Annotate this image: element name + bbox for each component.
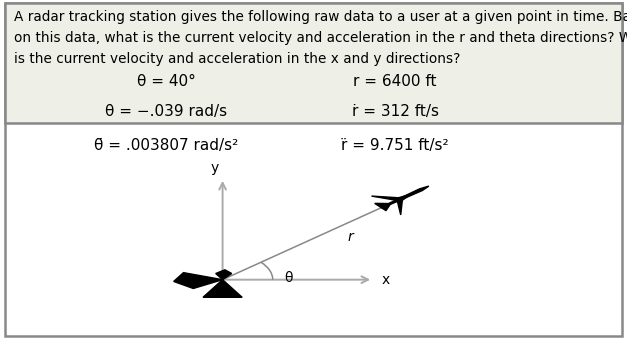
Text: θ̇ = −.039 rad/s: θ̇ = −.039 rad/s <box>105 104 227 119</box>
Text: θ̈ = .003807 rad/s²: θ̈ = .003807 rad/s² <box>94 138 238 153</box>
Polygon shape <box>216 270 232 280</box>
Bar <box>5 3 622 123</box>
Polygon shape <box>203 280 242 297</box>
Polygon shape <box>381 186 429 208</box>
Polygon shape <box>397 195 410 215</box>
Polygon shape <box>375 203 389 207</box>
Text: r̈ = 9.751 ft/s²: r̈ = 9.751 ft/s² <box>341 138 449 153</box>
Text: r = 6400 ft: r = 6400 ft <box>353 74 437 89</box>
Polygon shape <box>174 273 223 288</box>
Polygon shape <box>382 204 390 211</box>
Text: θ: θ <box>285 271 293 285</box>
Text: A radar tracking station gives the following raw data to a user at a given point: A radar tracking station gives the follo… <box>14 10 627 66</box>
Text: r: r <box>347 230 353 244</box>
Text: y: y <box>211 161 219 175</box>
Text: θ = 40°: θ = 40° <box>137 74 196 89</box>
Polygon shape <box>371 195 410 200</box>
Text: x: x <box>381 273 389 287</box>
Text: ṙ = 312 ft/s: ṙ = 312 ft/s <box>352 104 438 119</box>
